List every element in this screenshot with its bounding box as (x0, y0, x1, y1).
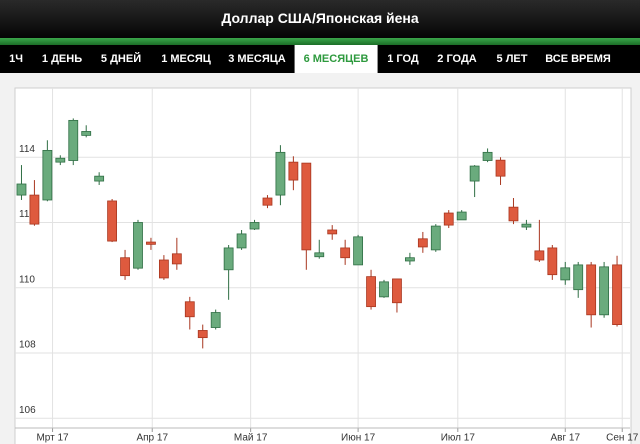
candle-body (327, 229, 338, 235)
candle-body (55, 157, 66, 163)
tab[interactable]: 1Ч (9, 53, 23, 65)
y-tick-label: 106 (19, 405, 36, 416)
candle-body (210, 312, 221, 328)
candle-body (301, 162, 312, 251)
candle-body (340, 247, 351, 259)
x-tick-label: Сен 17 (606, 433, 639, 444)
tab[interactable]: 3 МЕСЯЦА (228, 53, 286, 65)
candle-body (81, 131, 92, 136)
candle-body (288, 161, 299, 181)
tab-bar: 1Ч 1 ДЕНЬ 5 ДНЕЙ 1 МЕСЯЦ 3 МЕСЯЦА 6 МЕСЯЦЕВ 1 … (0, 45, 640, 73)
x-tick-label: Авг 17 (550, 433, 580, 444)
candle-body (521, 223, 532, 228)
x-tick-label: Июл 17 (441, 433, 476, 444)
candle-body (417, 238, 428, 248)
candle-body (534, 250, 545, 261)
candle-body (275, 151, 286, 196)
candle-body (366, 276, 376, 308)
x-tick-label: Май 17 (234, 433, 268, 444)
x-tick-label: Апр 17 (136, 433, 168, 444)
chart-frame (14, 87, 632, 444)
candle-body (430, 225, 441, 251)
y-tick-label: 110 (19, 274, 35, 285)
candle-body (120, 257, 130, 277)
tab[interactable]: ВСЕ ВРЕМЯ (545, 53, 611, 65)
candle-body (314, 252, 325, 258)
candle-body (612, 264, 622, 325)
tab[interactable]: 5 ДНЕЙ (100, 53, 142, 65)
candle-body (392, 278, 402, 304)
candle-body (171, 253, 182, 265)
header-bar (0, 38, 640, 45)
candle-body (236, 233, 247, 249)
candle-body (560, 267, 571, 281)
tab[interactable]: 2 ГОДА (437, 53, 477, 65)
tab[interactable]: 5 ЛЕТ (496, 53, 528, 65)
candle-body (262, 197, 273, 206)
x-tick-label: Июн 17 (341, 433, 376, 444)
candle-body (573, 264, 584, 291)
candle-body (586, 264, 597, 316)
candle-body (16, 183, 27, 196)
y-tick-label: 108 (19, 340, 36, 351)
candle-body (94, 175, 105, 182)
candle-body (508, 206, 519, 222)
tab[interactable]: 1 ДЕНЬ (41, 53, 83, 65)
candle-body (353, 236, 364, 266)
tab[interactable]: 1 ГОД (387, 53, 419, 65)
candle-body (197, 330, 208, 339)
candle-body (68, 119, 79, 161)
x-tick-label: Мрт 17 (36, 433, 69, 444)
candle-body (547, 247, 558, 276)
candle-body (249, 222, 260, 230)
candle-body (495, 159, 506, 177)
candle-body (42, 149, 53, 201)
candle-body (599, 266, 610, 316)
candle-body (482, 151, 493, 161)
candle-body (146, 241, 156, 245)
candle-body (158, 259, 169, 279)
tab[interactable]: 6 МЕСЯЦЕВ (294, 45, 378, 73)
candle-body (133, 222, 143, 269)
candle-body (469, 165, 480, 182)
y-tick-label: 114 (19, 144, 35, 155)
candle-body (107, 200, 118, 242)
candle-body (456, 211, 467, 221)
candle-body (184, 301, 195, 318)
y-tick-label: 112 (19, 209, 35, 220)
candle-body (379, 281, 389, 298)
candle-body (404, 257, 415, 262)
candle-body (443, 212, 454, 226)
tab[interactable]: 1 МЕСЯЦ (161, 53, 211, 65)
candle-body (29, 194, 40, 225)
header-title: Доллар США/Японская йена (0, 0, 640, 38)
candle-body (223, 247, 234, 271)
